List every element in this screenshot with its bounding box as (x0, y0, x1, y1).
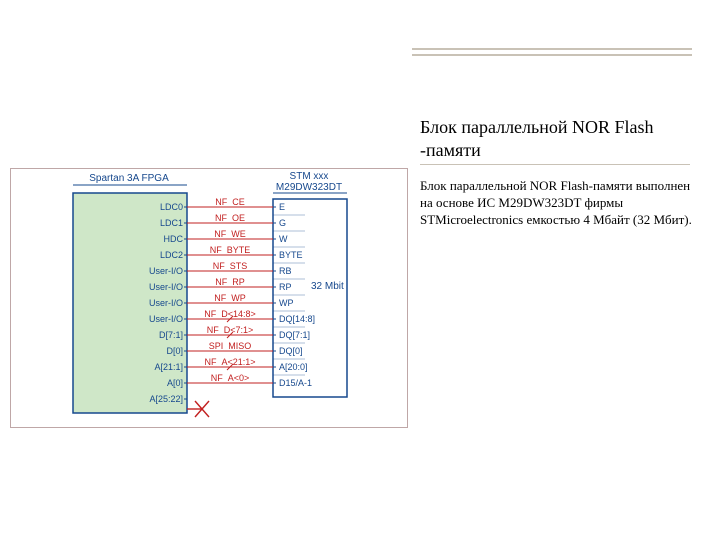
section-title: Блок параллельной NOR Flash -памяти (420, 116, 700, 161)
flash-pin: W (279, 234, 288, 244)
fpga-pin: LDC2 (160, 250, 183, 260)
net-label: NF_A<0> (211, 373, 250, 383)
net-label: NF_STS (213, 261, 248, 271)
net-label: SPI_MISO (209, 341, 252, 351)
flash-header-1: STM xxx (290, 171, 329, 182)
net-label: NF_D<14:8> (204, 309, 256, 319)
flash-pin: RB (279, 266, 292, 276)
net-label: NF_A<21:1> (204, 357, 255, 367)
section-description: Блок параллельной NOR Flash-памяти выпол… (420, 178, 698, 229)
flash-pin: E (279, 202, 285, 212)
flash-pin: DQ[7:1] (279, 330, 310, 340)
net-label: NF_CE (215, 197, 245, 207)
fpga-pin: A[25:22] (149, 394, 183, 404)
capacity-label: 32 Mbit (311, 281, 344, 292)
fpga-pin: D[0] (166, 346, 183, 356)
net-label: NF_OE (215, 213, 245, 223)
net-label: NF_WP (214, 293, 246, 303)
flash-header-2: M29DW323DT (276, 182, 342, 193)
net-label: NF_BYTE (210, 245, 251, 255)
flash-pin: RP (279, 282, 292, 292)
title-underline (420, 164, 690, 165)
fpga-pin: LDC1 (160, 218, 183, 228)
net-label: NF_D<7:1> (207, 325, 254, 335)
fpga-pin: User-I/O (149, 298, 183, 308)
fpga-pin: D[7:1] (159, 330, 183, 340)
header-rule (412, 48, 692, 56)
fpga-pin: User-I/O (149, 282, 183, 292)
flash-pin: DQ[0] (279, 346, 303, 356)
fpga-pin: A[0] (167, 378, 183, 388)
fpga-pin: A[21:1] (154, 362, 183, 372)
fpga-header: Spartan 3A FPGA (89, 173, 169, 184)
fpga-pin: User-I/O (149, 266, 183, 276)
flash-pin: D15/A-1 (279, 378, 312, 388)
fpga-pin: User-I/O (149, 314, 183, 324)
flash-pin: BYTE (279, 250, 303, 260)
flash-pin: A[20:0] (279, 362, 308, 372)
fpga-pin: HDC (164, 234, 184, 244)
fpga-pin: LDC0 (160, 202, 183, 212)
flash-pin: WP (279, 298, 294, 308)
block-diagram-figure: Spartan 3A FPGA STM xxx M29DW323DT 32 Mb… (10, 168, 408, 428)
flash-pin: DQ[14:8] (279, 314, 315, 324)
net-label: NF_WE (214, 229, 246, 239)
unconnected-x (187, 401, 209, 417)
flash-pin: G (279, 218, 286, 228)
net-label: NF_RP (215, 277, 245, 287)
